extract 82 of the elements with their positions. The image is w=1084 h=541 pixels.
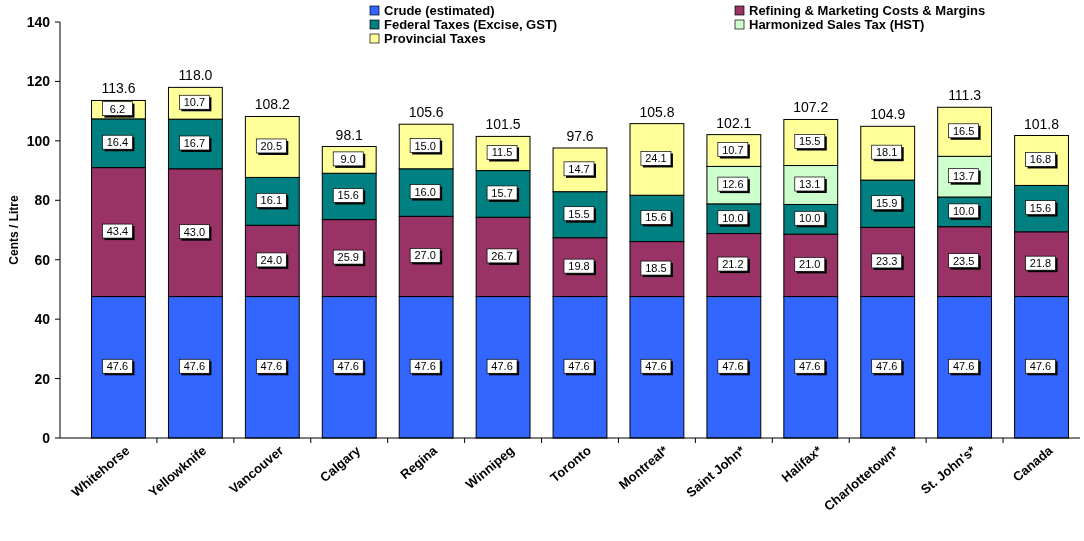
data-label: 18.5 — [645, 262, 667, 275]
total-label: 105.8 — [639, 103, 675, 120]
data-label: 15.6 — [1029, 201, 1052, 214]
data-label: 47.6 — [568, 360, 590, 373]
data-label: 47.6 — [799, 360, 821, 373]
y-axis-title: Cents / Litre — [7, 195, 21, 265]
data-label: 15.9 — [875, 196, 898, 209]
data-label: 43.4 — [106, 225, 129, 238]
data-label: 11.5 — [491, 146, 513, 159]
data-label: 12.6 — [722, 178, 744, 191]
data-label: 10.7 — [183, 96, 206, 109]
data-label: 19.8 — [568, 260, 590, 273]
data-label: 15.6 — [645, 211, 667, 224]
data-label: 23.5 — [952, 254, 975, 267]
data-label: 15.5 — [799, 135, 821, 148]
y-tick-label: 40 — [34, 311, 51, 328]
total-label: 108.2 — [254, 96, 291, 113]
data-label: 15.5 — [568, 207, 590, 220]
total-label: 101.5 — [485, 116, 521, 133]
y-tick-label: 80 — [34, 192, 51, 209]
data-label: 15.7 — [491, 186, 513, 199]
y-tick-label: 100 — [26, 132, 51, 149]
total-label: 113.6 — [101, 80, 136, 97]
data-label: 24.1 — [645, 152, 667, 165]
data-label: 10.7 — [722, 143, 744, 156]
data-label: 47.6 — [491, 360, 513, 373]
data-label: 25.9 — [337, 251, 359, 264]
data-label: 26.7 — [491, 249, 513, 262]
y-tick-label: 0 — [42, 430, 51, 446]
data-label: 15.0 — [414, 139, 436, 152]
data-label: 24.0 — [260, 253, 283, 266]
y-tick-label: 120 — [26, 73, 51, 90]
data-label: 15.6 — [337, 189, 359, 202]
data-label: 23.3 — [875, 254, 898, 267]
data-label: 16.4 — [106, 136, 129, 149]
data-label: 47.6 — [722, 360, 744, 373]
data-label: 47.6 — [952, 360, 975, 373]
y-tick-label: 60 — [34, 251, 51, 268]
data-label: 47.6 — [106, 360, 129, 373]
data-label: 21.8 — [1029, 257, 1052, 270]
data-label: 47.6 — [875, 360, 898, 373]
total-label: 104.9 — [870, 106, 906, 123]
data-label: 16.1 — [260, 194, 283, 207]
data-label: 47.6 — [337, 360, 359, 373]
data-label: 47.6 — [645, 360, 667, 373]
data-label: 16.0 — [414, 185, 436, 198]
data-label: 13.7 — [952, 169, 975, 182]
total-label: 105.6 — [408, 104, 444, 121]
data-label: 47.6 — [260, 360, 283, 373]
total-label: 107.2 — [793, 99, 829, 116]
data-label: 16.8 — [1029, 153, 1052, 166]
y-tick-label: 140 — [26, 14, 51, 30]
data-label: 16.5 — [952, 124, 975, 137]
legend-label: Federal Taxes (Excise, GST) — [384, 17, 558, 32]
data-label: 10.0 — [799, 212, 821, 225]
total-label: 98.1 — [335, 126, 364, 143]
legend-label: Harmonized Sales Tax (HST) — [749, 17, 925, 32]
data-label: 10.0 — [952, 204, 975, 217]
data-label: 21.2 — [722, 258, 744, 271]
data-label: 9.0 — [340, 152, 356, 165]
total-label: 97.6 — [566, 127, 594, 144]
data-label: 47.6 — [414, 360, 436, 373]
data-label: 43.0 — [183, 225, 206, 238]
data-label: 27.0 — [414, 249, 436, 262]
data-label: 18.1 — [875, 146, 898, 159]
total-label: 111.3 — [948, 87, 982, 104]
data-label: 14.7 — [568, 162, 590, 175]
y-tick-label: 20 — [34, 370, 51, 387]
data-label: 6.2 — [109, 102, 126, 115]
data-label: 47.6 — [1029, 360, 1052, 373]
total-label: 118.0 — [178, 67, 213, 84]
data-label: 10.0 — [722, 211, 744, 224]
total-label: 101.8 — [1024, 115, 1060, 132]
data-label: 20.5 — [260, 139, 283, 152]
data-label: 21.0 — [799, 258, 821, 271]
legend-label: Refining & Marketing Costs & Margins — [749, 3, 986, 18]
data-label: 47.6 — [183, 360, 206, 373]
total-label: 102.1 — [716, 114, 752, 131]
data-label: 13.1 — [799, 177, 821, 190]
legend-label: Provincial Taxes — [384, 31, 486, 46]
data-label: 16.7 — [183, 136, 206, 149]
legend-label: Crude (estimated) — [384, 3, 495, 18]
